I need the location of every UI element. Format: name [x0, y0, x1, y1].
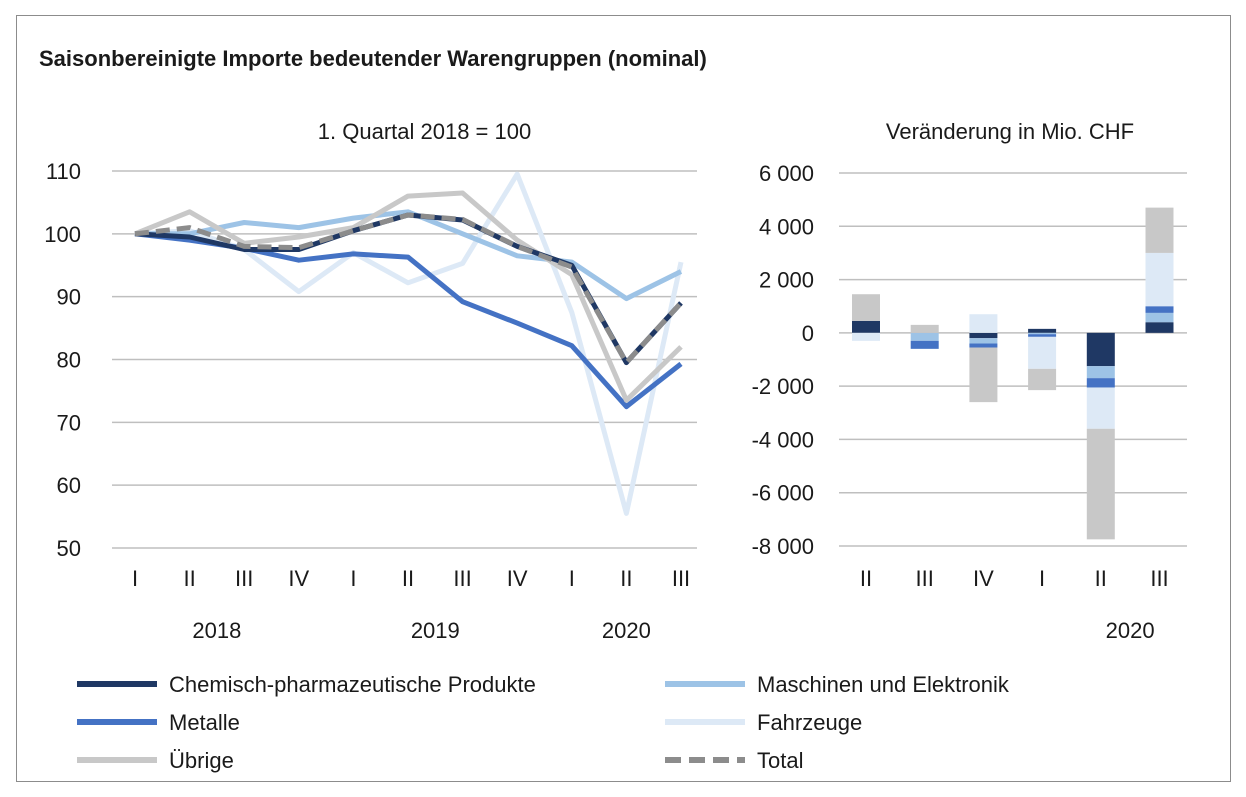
y-tick-label: -4 000: [752, 427, 814, 452]
bar-segment-metalle: [1028, 334, 1057, 337]
year-label: 2020: [602, 618, 651, 643]
bar-segment-masch: [1028, 332, 1057, 335]
x-tick-label: III: [1150, 566, 1168, 591]
bar-segment-uebrige: [1145, 207, 1174, 253]
bar-segment-uebrige: [969, 347, 998, 403]
x-tick-label: II: [620, 566, 632, 591]
chart-title: Saisonbereinigte Importe bedeutender War…: [39, 46, 707, 71]
bar-segment-fahrzeuge: [969, 314, 998, 333]
y-tick-label: -6 000: [752, 481, 814, 506]
legend-label-total: Total: [757, 748, 803, 773]
bar-segment-fahrzeuge: [852, 332, 880, 341]
bar-segment-fahrzeuge: [1145, 252, 1174, 307]
legend-label-metalle: Metalle: [169, 710, 240, 735]
year-label: 2018: [192, 618, 241, 643]
bar-chart-change: Veränderung in Mio. CHF -8 000 -6 000 -4 00…: [752, 119, 1187, 643]
x-tick-label: III: [453, 566, 471, 591]
bar-segment-chem: [1145, 322, 1174, 333]
y-tick-label: 50: [57, 536, 81, 561]
x-tick-label: I: [132, 566, 138, 591]
bar-segment-masch: [1145, 312, 1174, 323]
y-tick-label: 80: [57, 348, 81, 373]
bar-segment-metalle: [910, 340, 939, 349]
x-tick-label: III: [916, 566, 934, 591]
bar-segment-masch: [969, 338, 998, 344]
y-tick-label: -2 000: [752, 374, 814, 399]
y-tick-label: 90: [57, 285, 81, 310]
bar-segment-chem: [852, 320, 880, 333]
chart-frame: Saisonbereinigte Importe bedeutender War…: [16, 15, 1231, 782]
year-label: 2019: [411, 618, 460, 643]
line-chart-subtitle: 1. Quartal 2018 = 100: [318, 119, 531, 144]
y-tick-label: 110: [46, 159, 81, 184]
y-tick-label: 6 000: [759, 161, 814, 186]
x-tick-label: I: [569, 566, 575, 591]
y-tick-label: 2 000: [759, 268, 814, 293]
legend-label-chem: Chemisch-pharmazeutische Produkte: [169, 672, 536, 697]
legend: Chemisch-pharmazeutische Produkte Maschin…: [77, 672, 1010, 773]
x-tick-label: IV: [973, 566, 994, 591]
year-label: 2020: [1106, 618, 1155, 643]
y-tick-label: 60: [57, 473, 81, 498]
bar-segment-masch: [1086, 366, 1115, 379]
legend-label-fahrzeuge: Fahrzeuge: [757, 710, 862, 735]
x-tick-label: III: [672, 566, 690, 591]
x-tick-label: II: [183, 566, 195, 591]
x-tick-label: II: [860, 566, 872, 591]
x-tick-label: IV: [288, 566, 309, 591]
bar-segment-metalle: [1145, 306, 1174, 313]
bar-segment-fahrzeuge: [1086, 387, 1115, 429]
x-tick-label: III: [235, 566, 253, 591]
bar-segment-masch: [910, 332, 939, 341]
bar-segment-uebrige: [1086, 428, 1115, 540]
bar-segment-uebrige: [910, 324, 939, 333]
x-tick-label: IV: [507, 566, 528, 591]
x-tick-label: I: [1039, 566, 1045, 591]
chart-canvas: Saisonbereinigte Importe bedeutender War…: [39, 46, 1187, 773]
y-tick-label: 4 000: [759, 214, 814, 239]
bar-segment-metalle: [1086, 378, 1115, 388]
y-tick-label: -8 000: [752, 534, 814, 559]
legend-label-masch: Maschinen und Elektronik: [757, 672, 1010, 697]
series-line-masch: [135, 209, 683, 302]
bar-segment-fahrzeuge: [1028, 336, 1057, 369]
series-line-total: [134, 212, 683, 366]
bar-segment-chem: [969, 332, 998, 339]
bar-segment-chem: [1028, 328, 1057, 333]
y-tick-label: 70: [57, 410, 81, 435]
series-line-metalle: [134, 231, 683, 410]
legend-label-uebrige: Übrige: [169, 748, 234, 773]
bar-segment-uebrige: [1028, 368, 1057, 391]
bar-chart-subtitle: Veränderung in Mio. CHF: [886, 119, 1134, 144]
x-tick-label: II: [1095, 566, 1107, 591]
x-tick-label: I: [350, 566, 356, 591]
bar-segment-chem: [1086, 332, 1115, 367]
y-tick-label: 100: [44, 222, 81, 247]
x-tick-label: II: [402, 566, 414, 591]
bar-segment-metalle: [969, 343, 998, 348]
series-line-uebrige: [134, 190, 683, 403]
bar-segment-uebrige: [852, 294, 880, 321]
y-tick-label: 0: [802, 321, 814, 346]
